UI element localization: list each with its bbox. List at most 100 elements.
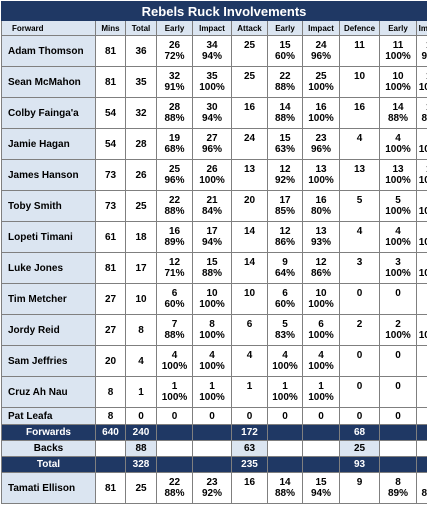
attack-impact-pct: 100% [303,392,340,408]
defence-early-pct: 100% [380,206,417,222]
player-row-sean-mcmahon: Sean McMahon81353235252225101010 [2,67,427,83]
attack-cell: 16 [232,473,268,489]
forwards-total: 240 [126,425,157,441]
impact-pct: 94% [193,51,232,67]
header-defence-early: Early [380,21,417,36]
defence-cell: 0 [340,408,380,425]
early-cell: 22 [157,473,193,489]
attack-impact-pct: 100% [303,299,340,315]
defence-impact-cell: 2 [417,315,427,331]
defence-early-pct: 100% [380,268,417,284]
early-cell: 4 [157,346,193,362]
early-cell: 28 [157,98,193,114]
impact-cell: 8 [193,315,232,331]
total-cell: 17 [126,253,157,284]
defence-early-cell: 11 [380,36,417,52]
defence-early-cell: 0 [380,377,417,393]
ruck-involvements-sheet: Rebels Ruck Involvements Forward Mins To… [1,1,426,504]
early-pct: 71% [157,268,193,284]
total-cell: 36 [126,36,157,67]
player-name: Sam Jeffries [2,346,96,377]
total-cell: 10 [126,284,157,315]
defence-early-pct [380,299,417,315]
early-pct: 88% [157,206,193,222]
defence-early-cell: 3 [380,253,417,269]
attack-early-pct: 86% [268,237,303,253]
impact-cell: 27 [193,129,232,145]
early-cell: 25 [157,160,193,176]
defence-impact-pct: 100% [417,82,427,98]
attack-cell: 25 [232,36,268,52]
mins-cell: 81 [96,67,126,98]
mins-cell: 54 [96,98,126,129]
backs-summary-row: Backs 88 63 25 [2,441,427,457]
defence-early-cell: 5 [380,191,417,207]
mins-cell: 81 [96,36,126,67]
defence-early-pct: 100% [380,51,417,67]
impact-cell: 17 [193,222,232,238]
attack-cell: 6 [232,315,268,331]
defence-early-pct: 88% [380,113,417,129]
player-name: Colby Fainga'a [2,98,96,129]
attack-impact-cell: 23 [303,129,340,145]
impact-pct: 88% [193,268,232,284]
mins-cell: 8 [96,377,126,408]
attack-impact-cell: 6 [303,315,340,331]
player-name: Jordy Reid [2,315,96,346]
header-row: Forward Mins Total Early Impact Attack E… [2,21,427,36]
defence-early-pct: 100% [380,237,417,253]
attack-cell: 16 [232,98,268,114]
player-row-colby-fainga-a: Colby Fainga'a54322830161416161414 [2,98,427,114]
attack-early-cell: 6 [268,284,303,300]
attack-impact-pct: 80% [303,206,340,222]
attack-early-cell: 17 [268,191,303,207]
total-cell: 25 [126,473,157,504]
ruck-table: Rebels Ruck Involvements Forward Mins To… [1,1,427,504]
impact-pct: 96% [193,144,232,160]
attack-cell: 13 [232,160,268,176]
mins-cell: 81 [96,473,126,504]
defence-early-cell: 4 [380,129,417,145]
mins-cell: 54 [96,129,126,160]
attack-early-cell: 5 [268,315,303,331]
attack-impact-cell: 25 [303,67,340,83]
attack-early-cell: 22 [268,67,303,83]
defence-impact-cell: 10 [417,36,427,52]
early-pct: 88% [157,113,193,129]
attack-impact-cell: 1 [303,377,340,393]
mins-cell: 73 [96,191,126,222]
early-cell: 19 [157,129,193,145]
attack-early-pct: 60% [268,51,303,67]
attack-early-cell: 4 [268,346,303,362]
defence-impact-cell: 5 [417,191,427,207]
player-row-luke-jones: Luke Jones8117121514912333 [2,253,427,269]
forwards-summary-row: Forwards 640 240 172 68 [2,425,427,441]
early-pct: 96% [157,175,193,191]
attack-impact-cell: 24 [303,36,340,52]
mins-cell: 73 [96,160,126,191]
defence-impact-cell: 0 [417,377,427,393]
early-pct: 100% [157,392,193,408]
defence-impact-cell: 4 [417,129,427,145]
player-name: Jamie Hagan [2,129,96,160]
header-attack: Attack [232,21,268,36]
attack-impact-cell: 16 [303,98,340,114]
impact-pct: 100% [193,82,232,98]
attack-impact-pct: 100% [303,361,340,377]
impact-cell: 34 [193,36,232,52]
defence-early-pct: 100% [380,175,417,191]
early-cell: 6 [157,284,193,300]
impact-cell: 35 [193,67,232,83]
header-forward: Forward [2,21,96,36]
defence-early-pct: 89% [380,488,417,504]
total-summary-row: Total 328 235 93 [2,457,427,473]
attack-impact-pct: 100% [303,175,340,191]
early-cell: 1 [157,377,193,393]
early-pct: 88% [157,330,193,346]
defence-early-pct: 100% [380,82,417,98]
attack-impact-cell: 16 [303,191,340,207]
defence-impact-cell: 3 [417,253,427,269]
defence-cell: 3 [340,253,380,269]
defence-impact-pct: 88% [417,113,427,129]
